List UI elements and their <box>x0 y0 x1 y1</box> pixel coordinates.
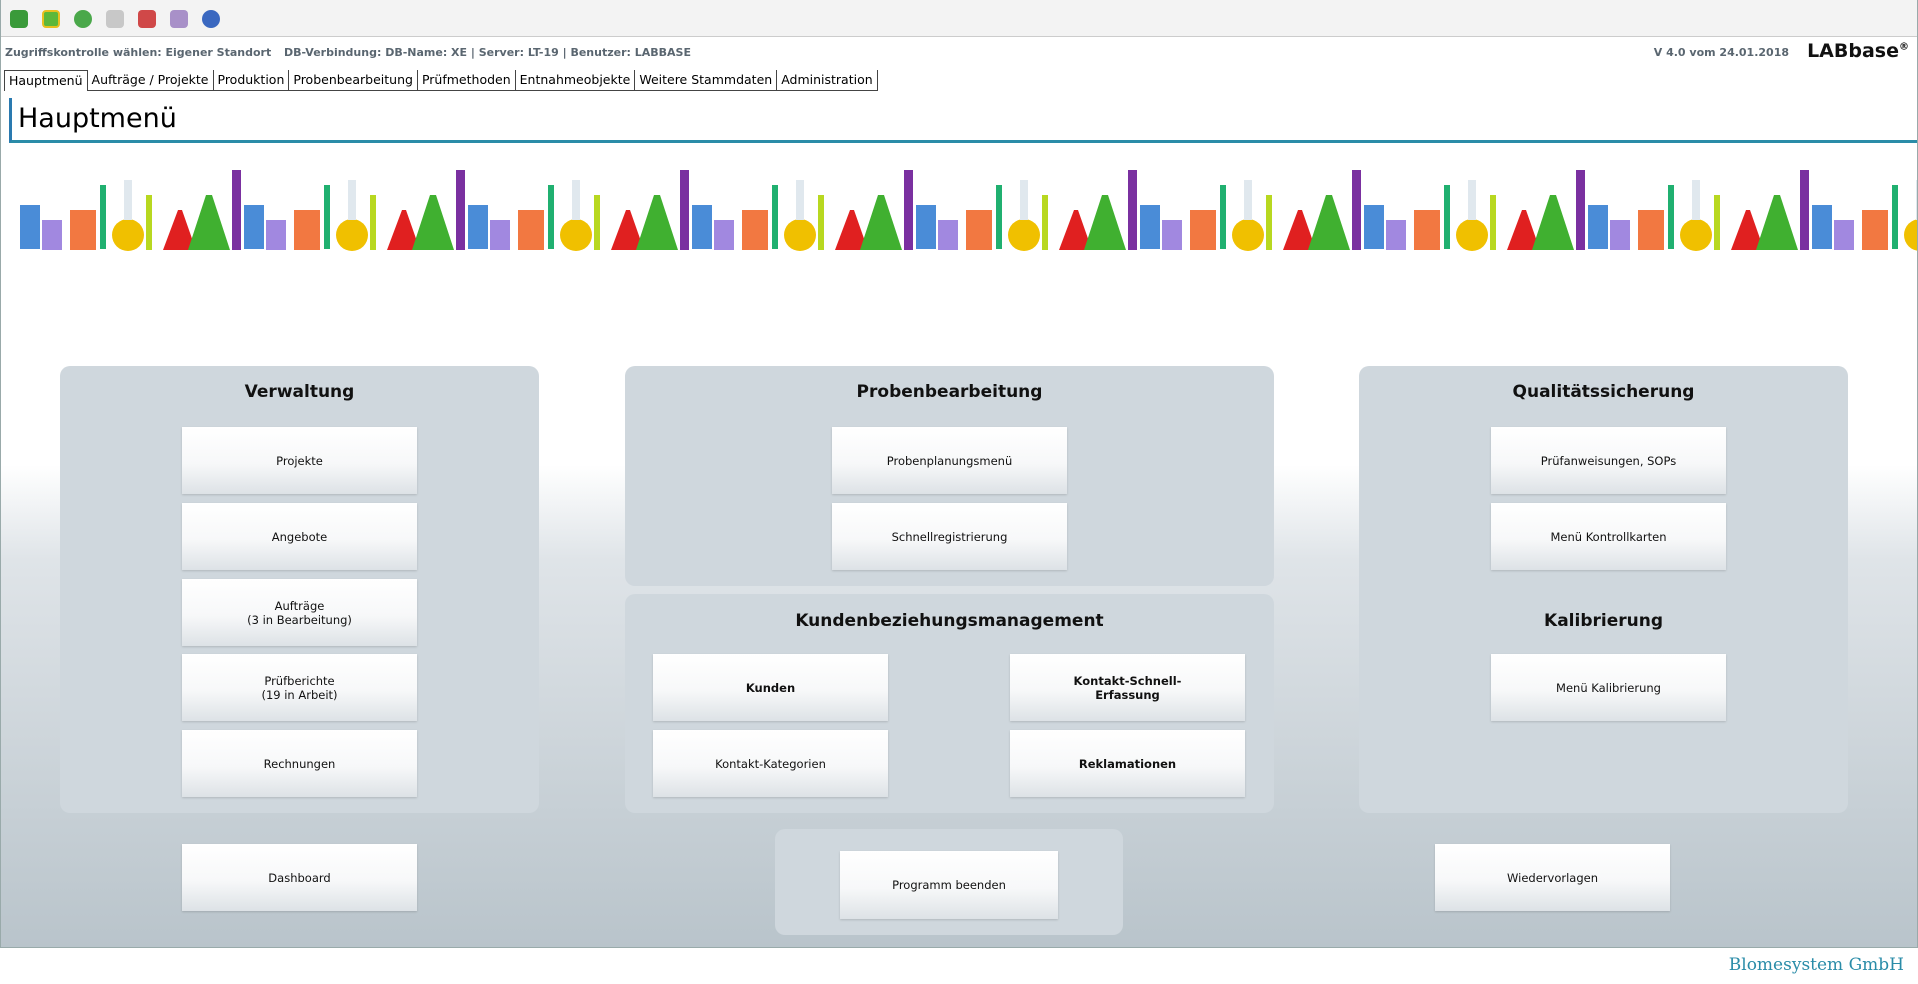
menu-button[interactable]: Menü Kalibrierung <box>1491 654 1726 721</box>
button-label: Aufträge <box>274 598 325 613</box>
tab[interactable]: Produktion <box>213 70 290 91</box>
access-control[interactable]: Zugriffskontrolle wählen: Eigener Stando… <box>5 46 272 59</box>
menu-button[interactable]: Kunden <box>653 654 888 721</box>
menu-button[interactable]: Schnellregistrierung <box>832 503 1067 570</box>
menu-button[interactable]: Prüfberichte (19 in Arbeit) <box>182 654 417 721</box>
brand-mark: ® <box>1899 41 1909 53</box>
toolbar-icon[interactable] <box>202 10 220 28</box>
panel-title: Probenbearbeitung <box>856 382 1043 402</box>
button-label: (3 in Bearbeitung) <box>247 612 352 627</box>
panel-title: Kundenbeziehungsmanagement <box>795 611 1104 631</box>
button-label: Dashboard <box>268 870 331 885</box>
menu-button[interactable]: Menü Kontrollkarten <box>1491 503 1726 570</box>
tab[interactable]: Weitere Stammdaten <box>635 70 778 91</box>
menu-button[interactable]: Prüfanweisungen, SOPs <box>1491 427 1726 494</box>
toolbar-icon[interactable] <box>10 10 28 28</box>
button-label: (19 in Arbeit) <box>261 687 338 702</box>
tab-bar: Hauptmenü Aufträge / Projekte Produktion Pr… <box>4 70 878 91</box>
menu-button[interactable]: Rechnungen <box>182 730 417 797</box>
toolbar <box>1 0 1917 37</box>
toolbar-icon[interactable] <box>138 10 156 28</box>
button-label: Rechnungen <box>263 756 336 771</box>
menu-button[interactable]: Wiedervorlagen <box>1435 844 1670 911</box>
menu-button[interactable]: Projekte <box>182 427 417 494</box>
tab[interactable]: Probenbearbeitung <box>289 70 418 91</box>
menu-button[interactable]: Kontakt-Schnell- Erfassung <box>1010 654 1245 721</box>
menu-button[interactable]: Reklamationen <box>1010 730 1245 797</box>
toolbar-icon[interactable] <box>106 10 124 28</box>
toolbar-icon[interactable] <box>170 10 188 28</box>
menu-button[interactable]: Programm beenden <box>840 851 1058 919</box>
page-title: Hauptmenü <box>18 103 177 134</box>
button-label: Kunden <box>745 680 796 695</box>
panel-title: Kalibrierung <box>1544 611 1663 631</box>
toolbar-icon[interactable] <box>42 10 60 28</box>
panel-title: Verwaltung <box>244 382 355 402</box>
button-label: Menü Kalibrierung <box>1556 680 1661 695</box>
toolbar-icon[interactable] <box>74 10 92 28</box>
menu-button[interactable]: Angebote <box>182 503 417 570</box>
menu-button[interactable]: Kontakt-Kategorien <box>653 730 888 797</box>
brand: LABbase® <box>1807 40 1909 62</box>
menu-button[interactable]: Dashboard <box>182 844 417 911</box>
tab[interactable]: Aufträge / Projekte <box>87 70 214 91</box>
tab[interactable]: Hauptmenü <box>4 70 88 91</box>
tab[interactable]: Prüfmethoden <box>417 70 516 91</box>
button-label: Projekte <box>276 453 323 468</box>
db-connection: DB-Verbindung: DB-Name: XE | Server: LT-… <box>284 46 691 59</box>
app-frame: Zugriffskontrolle wählen: Eigener Stando… <box>0 0 1918 948</box>
flask-row <box>18 165 1917 253</box>
button-label: Schnellregistrierung <box>891 529 1008 544</box>
banner <box>18 165 1917 253</box>
page-header: Hauptmenü <box>9 98 1917 143</box>
brand-name: LABbase <box>1807 40 1899 62</box>
tab[interactable]: Entnahmeobjekte <box>515 70 636 91</box>
footer: Blomesystem GmbH <box>1728 955 1904 975</box>
button-label: Menü Kontrollkarten <box>1550 529 1667 544</box>
button-label: Programm beenden <box>892 878 1006 892</box>
tab[interactable]: Administration <box>777 70 878 91</box>
button-label: Wiedervorlagen <box>1507 870 1598 885</box>
menu-button[interactable]: Probenplanungsmenü <box>832 427 1067 494</box>
button-label: Kontakt-Kategorien <box>715 756 826 771</box>
version: V 4.0 vom 24.01.2018 <box>1653 46 1789 59</box>
menu-button[interactable]: Aufträge (3 in Bearbeitung) <box>182 579 417 646</box>
button-label: Prüfanweisungen, SOPs <box>1540 453 1677 468</box>
button-label: Reklamationen <box>1078 756 1177 771</box>
panel-title: Qualitätssicherung <box>1512 382 1695 402</box>
button-label: Erfassung <box>1095 687 1160 702</box>
button-label: Kontakt-Schnell- <box>1073 673 1182 688</box>
button-label: Prüfberichte <box>264 673 335 688</box>
button-label: Angebote <box>271 529 328 544</box>
button-label: Probenplanungsmenü <box>886 453 1013 468</box>
